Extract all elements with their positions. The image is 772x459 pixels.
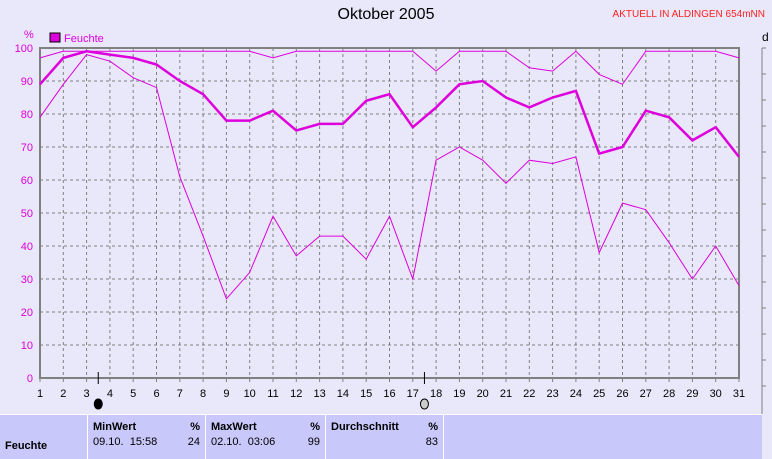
x-tick-label: 23 — [546, 388, 558, 400]
x-tick-label: 10 — [244, 388, 256, 400]
x-tick-label: 12 — [290, 388, 302, 400]
y-tick-label: 50 — [21, 208, 33, 220]
avg-cell: Durchschnitt% 83 — [326, 415, 444, 459]
x-tick-label: 28 — [663, 388, 675, 400]
min-date: 09.10. 15:58 — [93, 436, 157, 448]
max-date: 02.10. 03:06 — [211, 436, 275, 448]
x-tick-label: 19 — [453, 388, 465, 400]
x-tick-label: 16 — [383, 388, 395, 400]
x-tick-label: 9 — [223, 388, 229, 400]
min-header: MinWert — [93, 421, 136, 433]
legend-label: Feuchte — [64, 33, 104, 45]
row-label: Feuchte — [5, 440, 82, 452]
y-tick-label: 70 — [21, 142, 33, 154]
max-cell: MaxWert% 02.10. 03:06 99 — [206, 415, 326, 459]
max-header: MaxWert — [211, 421, 257, 433]
x-tick-label: 29 — [686, 388, 698, 400]
avg-unit: % — [428, 421, 438, 433]
y-tick-label: 10 — [21, 340, 33, 352]
y-tick-label: 0 — [27, 373, 33, 385]
x-tick-label: 1 — [37, 388, 43, 400]
x-tick-label: 25 — [593, 388, 605, 400]
new-moon-icon — [94, 399, 102, 409]
x-tick-label: 8 — [200, 388, 206, 400]
row-label-cell: Feuchte — [0, 415, 88, 459]
min-cell: MinWert% 09.10. 15:58 24 — [88, 415, 206, 459]
avg-header: Durchschnitt — [331, 421, 399, 433]
x-tick-label: 11 — [267, 388, 278, 400]
x-tick-label: 13 — [313, 388, 325, 400]
min-unit: % — [190, 421, 200, 433]
max-value: 99 — [308, 436, 320, 448]
x-tick-label: 7 — [177, 388, 183, 400]
y-axis-label: % — [24, 29, 34, 41]
x-tick-label: 21 — [500, 388, 512, 400]
x-tick-label: 15 — [360, 388, 372, 400]
min-value: 24 — [188, 436, 200, 448]
x-tick-label: 5 — [130, 388, 136, 400]
y-tick-label: 90 — [21, 76, 33, 88]
x-tick-label: 26 — [616, 388, 628, 400]
max-unit: % — [310, 421, 320, 433]
x-tick-label: 17 — [407, 388, 419, 400]
y-tick-label: 20 — [21, 307, 33, 319]
y-tick-label: 60 — [21, 175, 33, 187]
full-moon-icon — [420, 399, 428, 409]
x-tick-label: 20 — [477, 388, 489, 400]
x-tick-label: 18 — [430, 388, 442, 400]
x-tick-label: 24 — [570, 388, 582, 400]
x-tick-label: 31 — [733, 388, 745, 400]
x-tick-label: 3 — [84, 388, 90, 400]
x-tick-label: 14 — [337, 388, 349, 400]
x-tick-label: 6 — [153, 388, 159, 400]
stats-table: Feuchte MinWert% 09.10. 15:58 24 MaxWert%… — [0, 414, 762, 459]
y-tick-label: 30 — [21, 274, 33, 286]
y-tick-label: 40 — [21, 241, 33, 253]
x-tick-label: 27 — [640, 388, 652, 400]
x-tick-label: 4 — [107, 388, 113, 400]
legend-swatch — [50, 33, 60, 42]
y-tick-label: 80 — [21, 109, 33, 121]
x-tick-label: 22 — [523, 388, 535, 400]
avg-value: 83 — [426, 436, 438, 448]
x-tick-label: 30 — [710, 388, 722, 400]
x-tick-label: 2 — [60, 388, 66, 400]
y-tick-label: 100 — [15, 43, 33, 55]
